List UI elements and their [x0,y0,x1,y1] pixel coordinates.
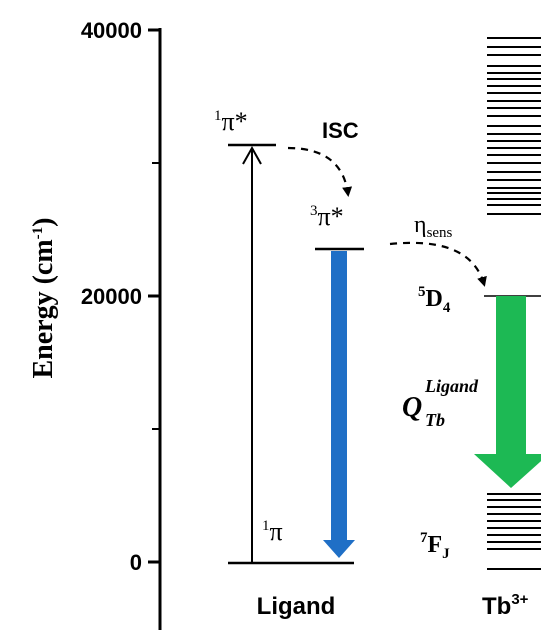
label-7fj-sup: 7 [420,530,428,546]
label-7fj-sub: J [442,546,450,562]
label-3pi-star: 3π* [310,202,344,231]
tb-label-sup: 3+ [511,591,528,608]
label-1pi-ground-sup: 1 [262,518,270,534]
label-q-sub: Tb [425,410,445,430]
tb-excited-levels [487,37,541,215]
label-1pi-ground-sym: π [270,517,283,546]
axis-title-sup: -1 [30,227,46,240]
label-eta: η [414,212,427,238]
label-7fj: 7FJ [420,530,450,562]
label-1pi-star-sup: 1 [214,108,222,124]
label-eta-sens: ηsens [414,212,453,241]
label-5d4-sub: 4 [443,300,451,316]
label-1pi-ground: 1π [262,517,283,546]
y-tick-label-40000: 40000 [81,18,142,43]
sens-dashed-arrow [389,241,487,287]
label-1pi-star-sym: π* [222,107,248,136]
label-1pi-star: 1π* [214,107,248,136]
label-isc: ISC [322,118,359,143]
axis-title-main: Energy (cm [28,239,59,378]
y-axis-title: Energy (cm-1) [28,217,59,378]
label-3pi-star-sym: π* [318,202,344,231]
label-q-sup: Ligand [424,376,479,396]
y-tick-label-20000: 20000 [81,284,142,309]
label-eta-sub: sens [427,225,453,241]
absorption-arrowhead [242,145,262,165]
tb-label-main: Tb [482,593,511,620]
blue-emission-arrow [323,251,355,558]
tb-7fj-levels [487,493,541,570]
tb-label: Tb3+ [482,591,529,620]
isc-dashed-arrow [287,146,353,197]
label-5d4: 5D4 [418,284,451,316]
green-emission-arrow [474,296,541,488]
label-5d4-main: D [426,286,443,312]
label-5d4-sup: 5 [418,284,426,300]
label-7fj-main: F [428,532,443,558]
axis-title-close: ) [28,217,59,226]
label-3pi-star-sup: 3 [310,203,318,219]
label-q-main: Q [402,392,422,423]
y-tick-label-0: 0 [130,550,142,575]
ligand-label: Ligand [257,593,336,620]
